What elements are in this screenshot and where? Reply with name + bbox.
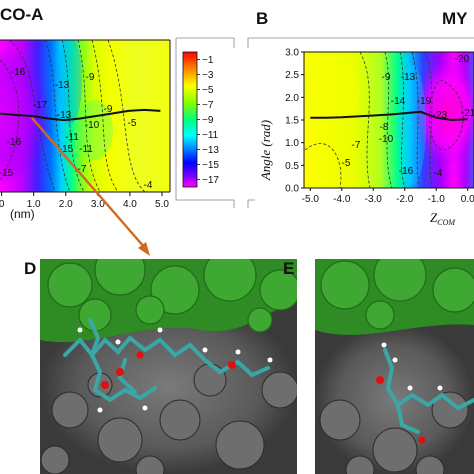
panel-b-x-tick-label: 0.0 — [461, 194, 474, 205]
panel-frame — [175, 37, 474, 208]
panel-a-contour-labels: -17-16-15-13-11-10-9-7-5-13-16-15 -11-9-4 — [0, 67, 153, 191]
panel-b-y-label-text: Angle (rad) — [258, 120, 273, 181]
panel-b-contour-label: -7 — [352, 140, 361, 151]
panel-a-contour-label: -17 — [33, 100, 48, 111]
panel-b-contour-label: -21 — [461, 108, 474, 119]
panel-d-molecule-render — [40, 259, 297, 474]
panel-a-contour-label: -4 — [144, 180, 153, 191]
panel-b-contour-label: -20 — [455, 54, 470, 65]
panel-a-mean-angle-curve — [0, 108, 161, 122]
panel-b-title: MY — [442, 9, 468, 28]
panel-b-contour-labels: -20 -13 -9 -14 -19-23 -21 -8-10 -7-5 -16 -4 — [342, 54, 474, 179]
colorbar-tick-label: −13 — [202, 145, 219, 156]
panel-a-contour-label: -13 — [55, 80, 70, 91]
panel-b-y-tick-label: 1.5 — [285, 116, 299, 127]
colorbar-tick-label: −15 — [202, 160, 219, 171]
panel-a-x-tick-label: 2.0 — [59, 199, 73, 210]
panel-b-x-tick-label: -5.0 — [302, 194, 320, 205]
colorbar-tick-label: −5 — [202, 85, 214, 96]
panel-a-contour-label: -11 — [65, 132, 79, 143]
panel-a-x-tick-label: 4.0 — [123, 199, 137, 210]
panel-a-curve-line — [0, 108, 161, 122]
colorbar-tick-label: −7 — [202, 100, 214, 111]
colorbar-tick-label: −17 — [202, 175, 219, 186]
panel-b-y-ticks: 0.0 0.5 1.0 1.5 2.0 2.5 3.0 — [285, 48, 304, 195]
colorbar-tick-label: −9 — [202, 115, 214, 126]
panel-b-y-tick-label: 0.5 — [285, 161, 299, 172]
link-arrow — [31, 117, 150, 256]
panel-a-contour-label: -5 — [128, 118, 137, 129]
panel-b-heatmap — [304, 52, 474, 188]
panel-a-x-tick-label: 3.0 — [91, 199, 105, 210]
panel-b-x-label: ZCOM — [430, 210, 456, 227]
panel-a-contour-label: -9 — [104, 104, 113, 115]
colorbar-tick-label: −11 — [202, 130, 219, 141]
panel-a-contour-label: -9 — [86, 72, 95, 83]
panel-a-contour-label: -16 — [11, 67, 26, 78]
panel-a-contour-label: -15 — [59, 144, 74, 155]
panel-b-contour-label: -23 — [433, 110, 448, 121]
panel-b-y-tick-label: 1.0 — [285, 138, 299, 149]
panel-a-title: CO-A — [0, 5, 44, 24]
panel-b-x-tick-label: -3.0 — [365, 194, 383, 205]
panel-b-y-tick-label: 3.0 — [285, 48, 299, 59]
colorbar: −1 −3 −5 −7 −9 −11 −13 −15 −17 — [182, 51, 219, 188]
panel-b-x-tick-label: -2.0 — [396, 194, 414, 205]
panel-b-contour-label: -4 — [434, 168, 443, 179]
panel-b-contour-label: -13 — [401, 72, 416, 83]
panel-a-contour-label: -11 — [79, 144, 93, 155]
panel-b-x-label-z: Z — [430, 210, 438, 225]
panel-b-contour-label: -14 — [391, 96, 406, 107]
panel-a-contour-label: -13 — [57, 110, 72, 121]
panel-d-letter: D — [24, 259, 37, 278]
panel-b-contour-label: -10 — [379, 134, 394, 145]
panel-b-y-tick-label: 2.0 — [285, 93, 299, 104]
panel-a-contour-label: -15 — [0, 168, 14, 179]
panel-b-y-tick-label: 2.5 — [285, 70, 299, 81]
panel-e-letter: E — [283, 259, 295, 278]
panel-b-contour-label: -16 — [399, 166, 414, 177]
panel-b-x-label-sub: COM — [437, 218, 456, 227]
panel-a-x-tick-label: 0 — [0, 199, 5, 210]
panel-b-contour-label: -9 — [382, 72, 391, 83]
panel-a-x-tick-label: 5.0 — [155, 199, 169, 210]
panel-b-x-tick-label: -4.0 — [333, 194, 351, 205]
panel-b-mean-angle-curve — [310, 110, 468, 122]
panel-a-x-ticks: 0 1.0 2.0 3.0 4.0 5.0 — [0, 192, 169, 210]
panel-b-contour-label: -19 — [417, 96, 432, 107]
panel-b-letter: B — [256, 9, 269, 28]
panel-b-y-label: Angle (rad) — [258, 120, 273, 181]
panel-a-contour-label: -7 — [78, 164, 87, 175]
panel-b-contour-label: -8 — [380, 122, 389, 133]
panel-e-molecule-render — [315, 259, 474, 474]
panel-a-x-tick-label: 1.0 — [27, 199, 41, 210]
colorbar-ticks: −1 −3 −5 −7 −9 −11 −13 −15 −17 — [197, 55, 219, 186]
panel-b-y-tick-label: 0.0 — [285, 184, 299, 195]
colorbar-tick-label: −3 — [202, 70, 214, 81]
panel-a-contour-label: -16 — [7, 137, 22, 148]
panel-b-contour-label: -5 — [342, 158, 351, 169]
panel-b-curve-line — [310, 110, 468, 122]
panel-a-x-label: (nm) — [10, 207, 35, 221]
colorbar-tick-label: −1 — [202, 55, 214, 66]
panel-b-x-tick-label: -1.0 — [428, 194, 446, 205]
panel-a-contour-label: -10 — [85, 120, 100, 131]
panel-b-x-ticks: -5.0 -4.0 -3.0 -2.0 -1.0 0.0 — [302, 188, 474, 205]
